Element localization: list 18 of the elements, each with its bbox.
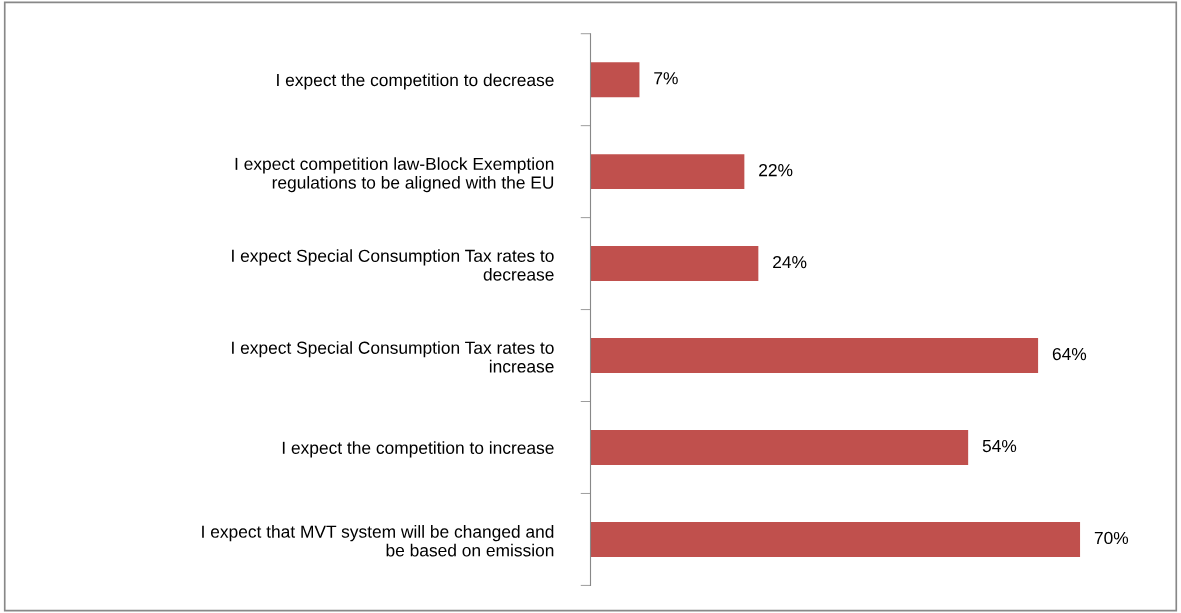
- data-label: 70%: [1094, 531, 1129, 545]
- data-label: 7%: [654, 72, 678, 85]
- y-tick-label: I expect that MVT system will be changed and be based on emission: [202, 525, 554, 557]
- data-label: 24%: [773, 255, 807, 269]
- y-tick-label: I expect the competition to increase: [282, 441, 554, 458]
- bar: [590, 521, 1081, 557]
- bar: [590, 62, 640, 98]
- bar: [590, 246, 759, 282]
- bar: [590, 154, 745, 190]
- y-tick-label: I expect Special Consumption Tax rates to increase: [232, 341, 554, 373]
- bar: [590, 338, 1039, 374]
- data-label: 64%: [1052, 347, 1087, 361]
- data-label: 22%: [759, 164, 793, 177]
- y-tick-label: I expect the competition to decrease: [277, 73, 554, 90]
- data-label: 54%: [982, 439, 1017, 453]
- y-tick-label: I expect Special Consumption Tax rates to decrease: [232, 249, 554, 281]
- bar: [590, 430, 969, 465]
- y-tick-label: I expect competition law-Block Exemption regulations to be aligned with the EU: [235, 157, 554, 193]
